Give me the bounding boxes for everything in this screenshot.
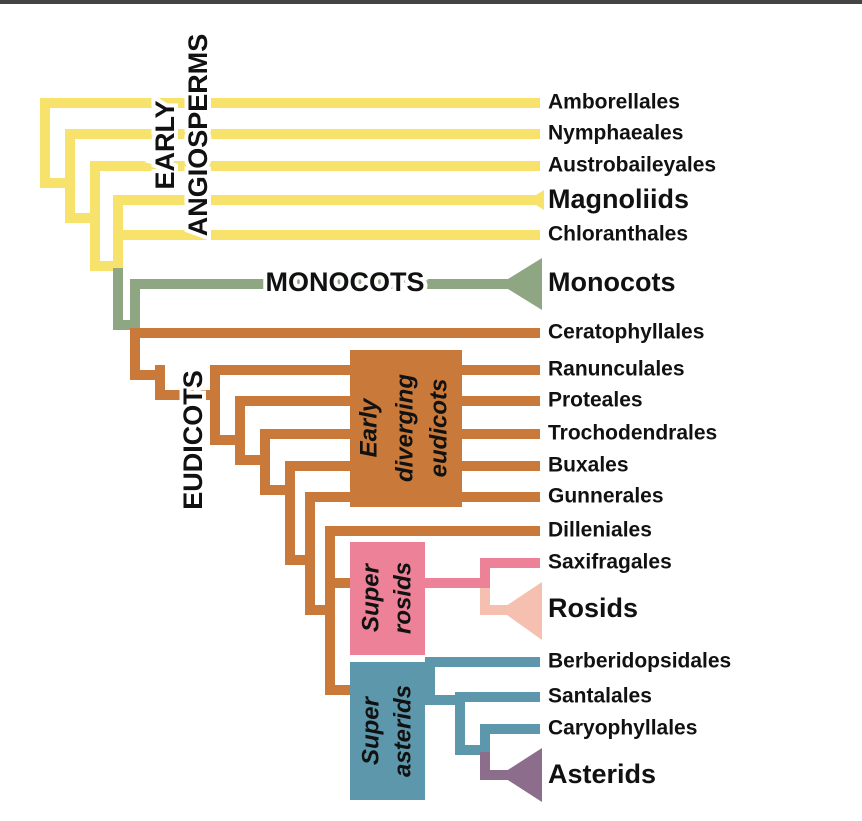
taxon-label: Nymphaeales (548, 122, 683, 145)
group-label: ANGIOSPERMS (183, 34, 213, 237)
taxon-label: Gunnerales (548, 485, 664, 508)
taxon-label: Proteales (548, 389, 643, 412)
taxon-label: Berberidopsidales (548, 650, 731, 673)
taxon-label: Asterids (548, 759, 656, 789)
group-label: EARLY (150, 100, 180, 189)
taxon-label: Chloranthales (548, 223, 688, 246)
taxon-label: Caryophyllales (548, 717, 697, 740)
group-label: Early (355, 397, 382, 457)
taxon-label: Saxifragales (548, 551, 672, 574)
branches (40, 98, 544, 802)
taxon-label: Santalales (548, 685, 652, 708)
taxon-label: Ceratophyllales (548, 321, 704, 344)
taxon-label: Dilleniales (548, 519, 652, 542)
taxon-label: Rosids (548, 593, 638, 623)
taxon-label: Buxales (548, 454, 629, 477)
group-label: EUDICOTS (178, 370, 208, 510)
group-label: Super (357, 562, 384, 632)
taxon-label: Ranunculales (548, 358, 685, 381)
top-bar (0, 0, 862, 4)
group-label: asterids (389, 685, 416, 777)
group-label: Super (357, 695, 384, 765)
taxon-label: Austrobaileyales (548, 154, 716, 177)
super-asterids-box (350, 662, 425, 800)
group-label: rosids (389, 562, 416, 634)
group-label: diverging (391, 374, 418, 482)
group-label: MONOCOTS (266, 267, 425, 297)
taxon-label: Trochodendrales (548, 422, 717, 445)
taxon-label: Monocots (548, 267, 676, 297)
early-diverging-box (350, 350, 462, 507)
taxon-label: Amborellales (548, 91, 680, 114)
taxon-label: Magnoliids (548, 184, 689, 214)
super-rosids-box (350, 542, 425, 655)
group-label: eudicots (425, 379, 452, 478)
